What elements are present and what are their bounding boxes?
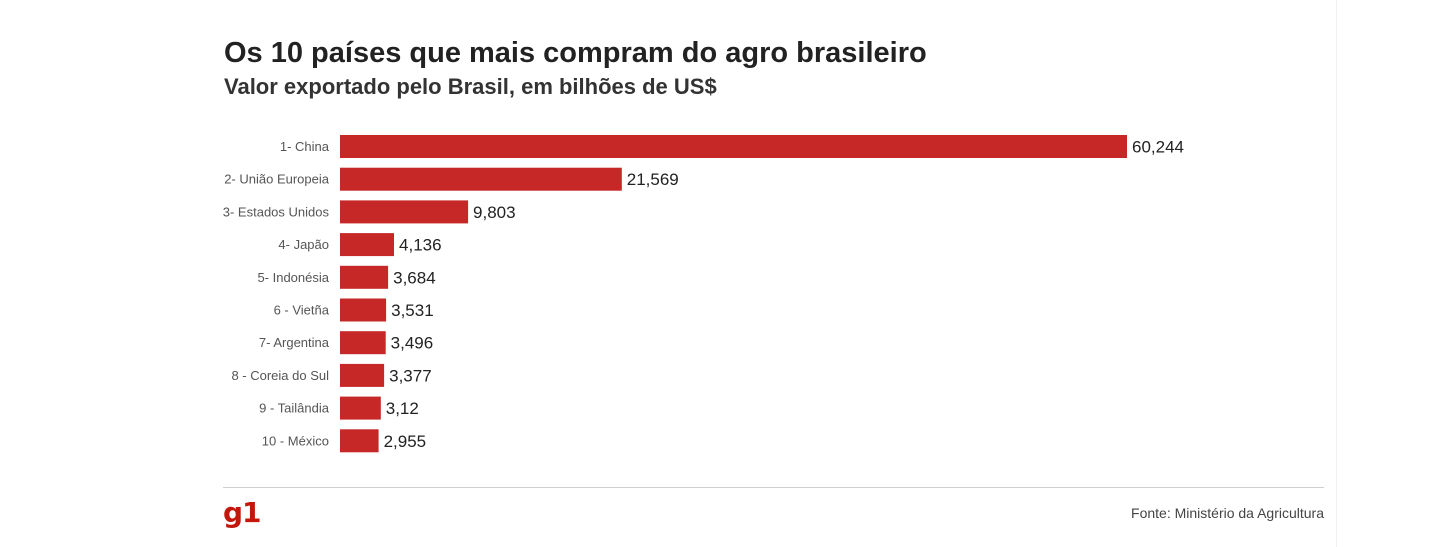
category-label: 3- Estados Unidos: [223, 204, 330, 219]
category-label: 2- União Europeia: [224, 172, 330, 187]
category-label: 5- Indonésia: [257, 270, 329, 285]
category-label: 1- China: [280, 139, 330, 154]
value-label: 60,244: [1132, 138, 1184, 157]
value-label: 3,377: [389, 366, 432, 385]
value-label: 3,684: [393, 268, 436, 287]
bar: [340, 135, 1127, 158]
category-label: 7- Argentina: [259, 335, 330, 350]
source-note: Fonte: Ministério da Agricultura: [1131, 505, 1324, 521]
value-label: 4,136: [399, 236, 442, 255]
chart-card: Os 10 países que mais compram do agro br…: [203, 0, 1337, 547]
chart-subtitle: Valor exportado pelo Brasil, em bilhões …: [224, 74, 717, 99]
category-label: 10 - México: [262, 433, 329, 448]
chart-title: Os 10 países que mais compram do agro br…: [224, 37, 927, 69]
category-label: 4- Japão: [278, 237, 329, 252]
value-label: 21,569: [627, 170, 679, 189]
category-label: 6 - Vietña: [274, 303, 330, 318]
category-label: 9 - Tailândia: [259, 401, 330, 416]
bar: [340, 200, 469, 224]
bar: [340, 265, 389, 289]
bar: [340, 396, 381, 420]
value-label: 3,496: [391, 334, 434, 353]
value-label: 3,12: [386, 399, 419, 418]
bar: [340, 233, 394, 257]
footer-divider: [223, 487, 1324, 488]
value-label: 2,955: [384, 432, 427, 451]
bar: [340, 331, 386, 355]
value-label: 9,803: [473, 203, 516, 222]
g1-logo: g1: [223, 496, 262, 529]
bar: [340, 429, 379, 453]
bar: [340, 167, 622, 191]
category-label: 8 - Coreia do Sul: [231, 368, 329, 383]
bar: [340, 363, 385, 387]
value-label: 3,531: [391, 301, 434, 320]
bar-chart: 1- China 60,244 2- União Europeia 21,569 3- …: [223, 135, 1184, 453]
bar: [340, 298, 387, 322]
